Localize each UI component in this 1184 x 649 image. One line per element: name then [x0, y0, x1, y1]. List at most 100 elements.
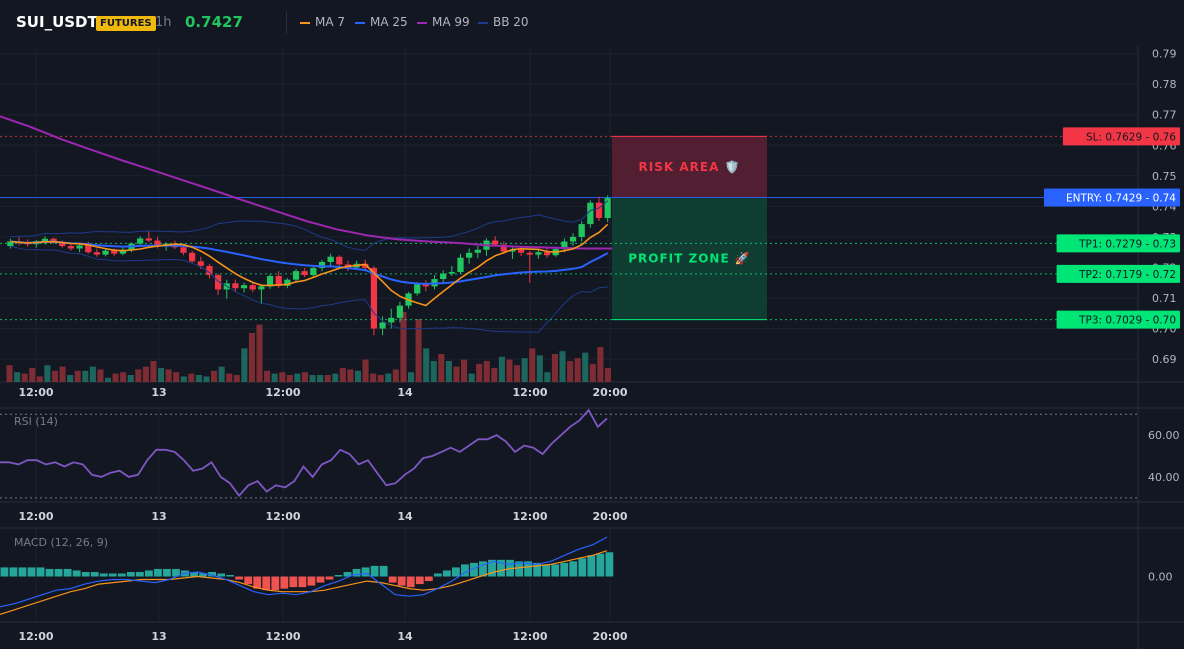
- volume-bar: [211, 370, 218, 382]
- candle-body: [258, 286, 265, 290]
- price-tick-label: 0.71: [1152, 292, 1177, 305]
- legend-ma7[interactable]: MA 7: [300, 15, 345, 29]
- candle-body: [604, 198, 611, 218]
- macd-histogram-bar: [406, 576, 415, 588]
- candle-body: [292, 271, 300, 280]
- candle: [7, 238, 14, 249]
- volume-bar: [347, 369, 354, 382]
- macd-histogram-bar: [244, 576, 253, 585]
- volume-bar: [354, 370, 362, 382]
- macd-histogram-bar: [515, 561, 524, 577]
- candle-body: [119, 249, 126, 254]
- macd-histogram-bar: [135, 571, 144, 577]
- symbol-title[interactable]: SUI_USDT: [16, 13, 98, 31]
- volume-bar: [21, 373, 28, 382]
- macd-histogram-bar: [488, 559, 496, 577]
- volume-bar: [453, 366, 460, 382]
- bb-upper-line: [10, 200, 609, 251]
- macd-histogram-bar: [397, 576, 406, 586]
- macd-histogram-bar: [190, 571, 198, 577]
- volume-bar: [468, 373, 475, 382]
- candle: [500, 241, 507, 254]
- candle-body: [336, 256, 343, 265]
- macd-histogram-bar: [0, 567, 9, 577]
- candle: [214, 273, 222, 295]
- macd-histogram-bar: [298, 576, 307, 588]
- volume-bar: [423, 348, 430, 382]
- legend-ma25[interactable]: MA 25: [355, 15, 408, 29]
- candle: [422, 280, 429, 292]
- candle-body: [362, 263, 369, 269]
- volume-bar: [294, 373, 301, 382]
- candle: [327, 253, 334, 266]
- candle: [266, 274, 274, 289]
- x-tick-label: 12:00: [512, 630, 547, 643]
- x-tick-label: 13: [151, 386, 166, 399]
- volume-bar: [461, 359, 468, 382]
- macd-histogram-bar: [479, 561, 487, 577]
- volume-bar: [362, 359, 369, 382]
- panel-2-background: [0, 408, 1138, 502]
- macd-histogram-bar: [605, 552, 614, 577]
- volume-bar: [445, 361, 452, 382]
- macd-histogram-bar: [451, 567, 460, 577]
- volume-bar: [506, 359, 513, 382]
- macd-histogram-bar: [578, 558, 587, 577]
- volume-bar: [309, 375, 316, 382]
- macd-histogram-bar: [27, 567, 36, 577]
- volume-bar: [127, 375, 134, 382]
- macd-histogram-bar: [307, 576, 316, 586]
- volume-bar: [286, 375, 293, 382]
- volume-bar: [324, 375, 331, 382]
- candle-body: [310, 268, 317, 276]
- volume-bar: [241, 348, 248, 382]
- volume-bar: [264, 370, 271, 382]
- x-tick-label: 12:00: [265, 510, 300, 523]
- candle-body: [145, 238, 152, 241]
- candle: [76, 243, 83, 253]
- panel-1-background: [0, 46, 1138, 382]
- candle-body: [440, 273, 447, 280]
- candle-body: [543, 252, 551, 256]
- candle-body: [466, 252, 473, 258]
- macd-histogram-bar: [126, 571, 135, 577]
- ma25-line: [10, 240, 609, 285]
- volume-bar: [332, 373, 339, 382]
- timeframe-label[interactable]: 1h: [155, 15, 172, 30]
- legend-ma99[interactable]: MA 99: [417, 15, 470, 29]
- volume-bar: [521, 358, 528, 382]
- price-tick-label: 0.77: [1152, 109, 1177, 122]
- volume-bar: [279, 372, 286, 382]
- x-tick-label: 13: [151, 630, 166, 643]
- candle: [466, 248, 473, 264]
- legend-ma99-label: MA 99: [432, 15, 470, 29]
- macd-histogram-bar: [9, 567, 18, 577]
- candle-body: [275, 276, 282, 286]
- candle-body: [50, 238, 57, 243]
- macd-histogram-bar: [18, 567, 27, 577]
- candle-body: [526, 252, 533, 255]
- legend-ma7-swatch: [300, 21, 310, 24]
- volume-bar: [589, 363, 596, 382]
- entry-label: ENTRY: 0.7429 - 0.74: [1066, 193, 1176, 205]
- x-tick-label: 12:00: [265, 630, 300, 643]
- candle-body: [59, 242, 66, 247]
- macd-line: [0, 536, 608, 608]
- price-tick-label: 0.69: [1152, 353, 1177, 366]
- volume-bar: [536, 355, 543, 382]
- candle: [137, 236, 144, 247]
- candle: [310, 266, 317, 277]
- volume-bar: [415, 319, 422, 382]
- macd-histogram-bar: [172, 568, 180, 577]
- volume-bar: [158, 368, 165, 382]
- candle: [284, 278, 291, 289]
- legend-bb20[interactable]: BB 20: [478, 15, 529, 29]
- macd-histogram-bar: [325, 576, 334, 580]
- candle-body: [67, 246, 75, 249]
- candle-body: [388, 317, 395, 323]
- candle-body: [517, 249, 525, 253]
- x-tick-label: 12:00: [18, 630, 53, 643]
- volume-bar: [514, 365, 521, 382]
- macd-histogram-bar: [63, 568, 72, 577]
